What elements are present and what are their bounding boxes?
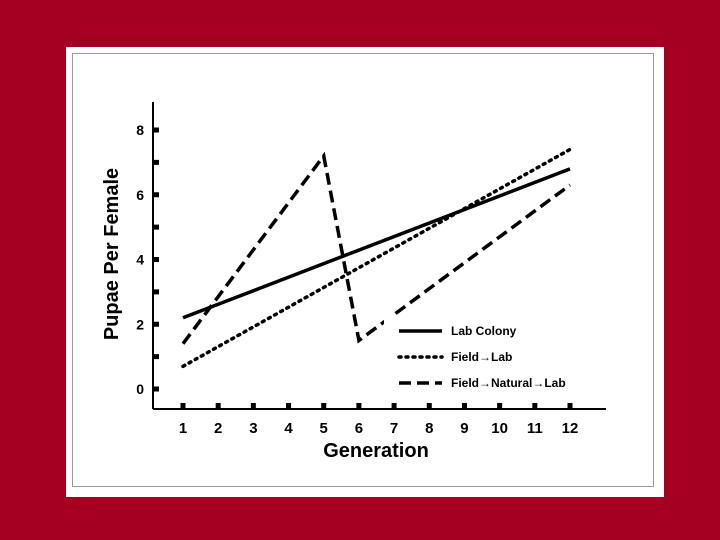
x-tick-mark [321,403,327,410]
x-tick-label: 7 [390,420,398,437]
y-tick-label: 2 [136,316,144,332]
x-tick-mark [286,403,292,410]
x-tick-mark [391,403,397,410]
series-line-1 [182,167,571,320]
x-tick-label: 2 [214,420,222,437]
y-tick-mark [153,159,159,165]
x-tick-label: 6 [355,420,363,437]
y-tick-mark [153,127,159,133]
y-tick-mark [153,224,159,230]
y-tick-label: 0 [136,381,144,397]
x-tick-mark [426,403,432,410]
x-tick-label: 1 [179,420,187,437]
y-tick-label: 6 [136,187,144,203]
x-tick-label: 5 [320,420,328,437]
x-tick-mark [532,403,538,410]
x-tick-label: 4 [284,420,293,437]
y-ticks: 0 2 4 6 8 [136,122,159,397]
series-line-3 [181,151,572,345]
series-line-2 [181,147,572,369]
x-tick-mark [356,403,362,410]
y-tick-mark [153,321,159,327]
y-tick-mark [153,386,159,392]
chart-frame [72,53,654,487]
x-tick-label: 8 [425,420,433,437]
x-ticks: 1 2 3 4 5 6 7 8 9 10 11 12 [179,403,579,437]
series-layer [181,147,572,369]
x-tick-label: 12 [562,420,579,437]
x-tick-label: 11 [527,420,543,437]
x-tick-mark [567,403,573,410]
x-tick-label: 9 [460,420,468,437]
y-tick-mark [153,289,159,295]
legend-label-1: Lab Colony [451,324,517,338]
x-tick-mark [461,403,467,410]
x-tick-label: 3 [249,420,257,437]
y-tick-mark [153,354,159,360]
x-axis-label: Generation [323,440,429,462]
x-tick-mark [250,403,256,410]
y-tick-label: 4 [136,252,144,268]
legend-label-3: Field→Natural→Lab [451,376,566,390]
y-tick-mark [153,257,159,262]
x-tick-label: 10 [491,420,508,437]
y-tick-mark [153,192,159,198]
legend-label-2: Field→Lab [451,350,512,364]
legend: Lab Colony Field→Lab Field→Natural→Lab [384,315,584,395]
y-axis-label: Pupae Per Female [101,168,123,340]
x-tick-mark [180,403,186,410]
x-tick-mark [215,403,221,410]
y-tick-label: 8 [136,122,144,138]
x-tick-mark [497,403,503,410]
